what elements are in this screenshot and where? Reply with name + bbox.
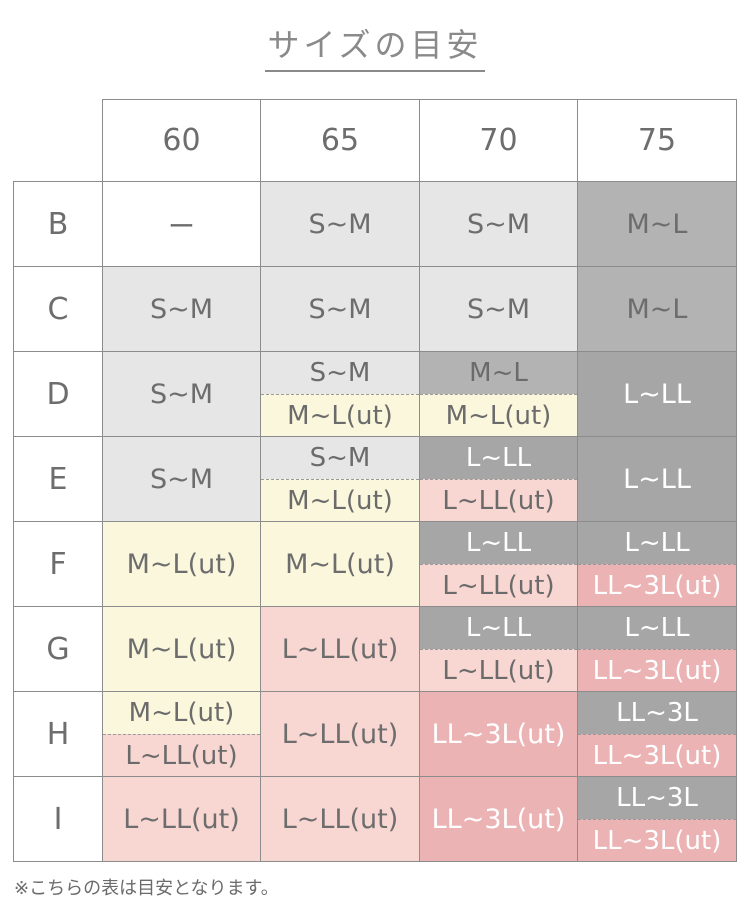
size-cell-bottom-ut: LL~3L(ut) (578, 564, 736, 606)
column-header-60: 60 (102, 99, 261, 182)
page-title-wrap: サイズの目安 (0, 20, 750, 72)
size-cell-G-70: L~LL L~LL(ut) (419, 606, 578, 692)
column-header-65: 65 (260, 99, 420, 182)
size-cell-bottom-ut: M~L(ut) (261, 394, 419, 436)
size-cell-G-65: L~LL(ut) (260, 606, 420, 692)
size-cell-F-60: M~L(ut) (102, 521, 261, 607)
row-header-E: E (13, 436, 103, 522)
size-cell-B-70: S~M (419, 181, 578, 267)
size-cell-top: L~LL (578, 607, 736, 649)
size-cell-G-75: L~LL LL~3L(ut) (577, 606, 737, 692)
size-cell-D-65: S~M M~L(ut) (260, 351, 420, 437)
size-cell-top: LL~3L (578, 777, 736, 819)
size-cell-H-75: LL~3L LL~3L(ut) (577, 691, 737, 777)
size-cell-H-60: M~L(ut) L~LL(ut) (102, 691, 261, 777)
size-cell-bottom-ut: M~L(ut) (261, 479, 419, 521)
size-cell-I-65: L~LL(ut) (260, 776, 420, 862)
size-cell-I-60: L~LL(ut) (102, 776, 261, 862)
size-cell-C-70: S~M (419, 266, 578, 352)
size-cell-bottom-ut: L~LL(ut) (420, 479, 577, 521)
size-cell-I-70: LL~3L(ut) (419, 776, 578, 862)
size-cell-top: L~LL (420, 607, 577, 649)
size-cell-bottom-ut: LL~3L(ut) (578, 649, 736, 691)
size-cell-F-65: M~L(ut) (260, 521, 420, 607)
size-cell-G-60: M~L(ut) (102, 606, 261, 692)
size-cell-B-75: M~L (577, 181, 737, 267)
size-cell-B-65: S~M (260, 181, 420, 267)
size-cell-top: S~M (261, 352, 419, 394)
size-cell-top: M~L (420, 352, 577, 394)
column-header-75: 75 (577, 99, 737, 182)
size-cell-bottom-ut: LL~3L(ut) (578, 819, 736, 861)
size-cell-top: S~M (261, 437, 419, 479)
size-cell-B-60: ー (102, 181, 261, 267)
size-cell-top: L~LL (420, 437, 577, 479)
row-header-F: F (13, 521, 103, 607)
row-header-I: I (13, 776, 103, 862)
disclaimer-note: ※こちらの表は目安となります。 (14, 878, 279, 899)
size-cell-bottom-ut: L~LL(ut) (103, 734, 260, 776)
page-title: サイズの目安 (265, 20, 485, 72)
row-header-D: D (13, 351, 103, 437)
size-cell-H-65: L~LL(ut) (260, 691, 420, 777)
size-cell-bottom-ut: L~LL(ut) (420, 564, 577, 606)
size-cell-D-70: M~L M~L(ut) (419, 351, 578, 437)
size-cell-top: LL~3L (578, 692, 736, 734)
size-cell-top: L~LL (420, 522, 577, 564)
row-header-B: B (13, 181, 103, 267)
size-cell-F-75: L~LL LL~3L(ut) (577, 521, 737, 607)
size-cell-bottom-ut: LL~3L(ut) (578, 734, 736, 776)
size-cell-bottom-ut: L~LL(ut) (420, 649, 577, 691)
size-cell-E-65: S~M M~L(ut) (260, 436, 420, 522)
size-cell-D-60: S~M (102, 351, 261, 437)
size-cell-top: L~LL (578, 522, 736, 564)
size-cell-C-65: S~M (260, 266, 420, 352)
row-header-G: G (13, 606, 103, 692)
size-cell-C-75: M~L (577, 266, 737, 352)
size-cell-H-70: LL~3L(ut) (419, 691, 578, 777)
size-cell-C-60: S~M (102, 266, 261, 352)
column-header-70: 70 (419, 99, 578, 182)
row-header-H: H (13, 691, 103, 777)
row-header-C: C (13, 266, 103, 352)
size-cell-E-70: L~LL L~LL(ut) (419, 436, 578, 522)
size-cell-E-75: L~LL (577, 436, 737, 522)
size-cell-F-70: L~LL L~LL(ut) (419, 521, 578, 607)
size-cell-D-75: L~LL (577, 351, 737, 437)
size-cell-bottom-ut: M~L(ut) (420, 394, 577, 436)
size-cell-I-75: LL~3L LL~3L(ut) (577, 776, 737, 862)
size-cell-E-60: S~M (102, 436, 261, 522)
size-cell-top: M~L(ut) (103, 692, 260, 734)
